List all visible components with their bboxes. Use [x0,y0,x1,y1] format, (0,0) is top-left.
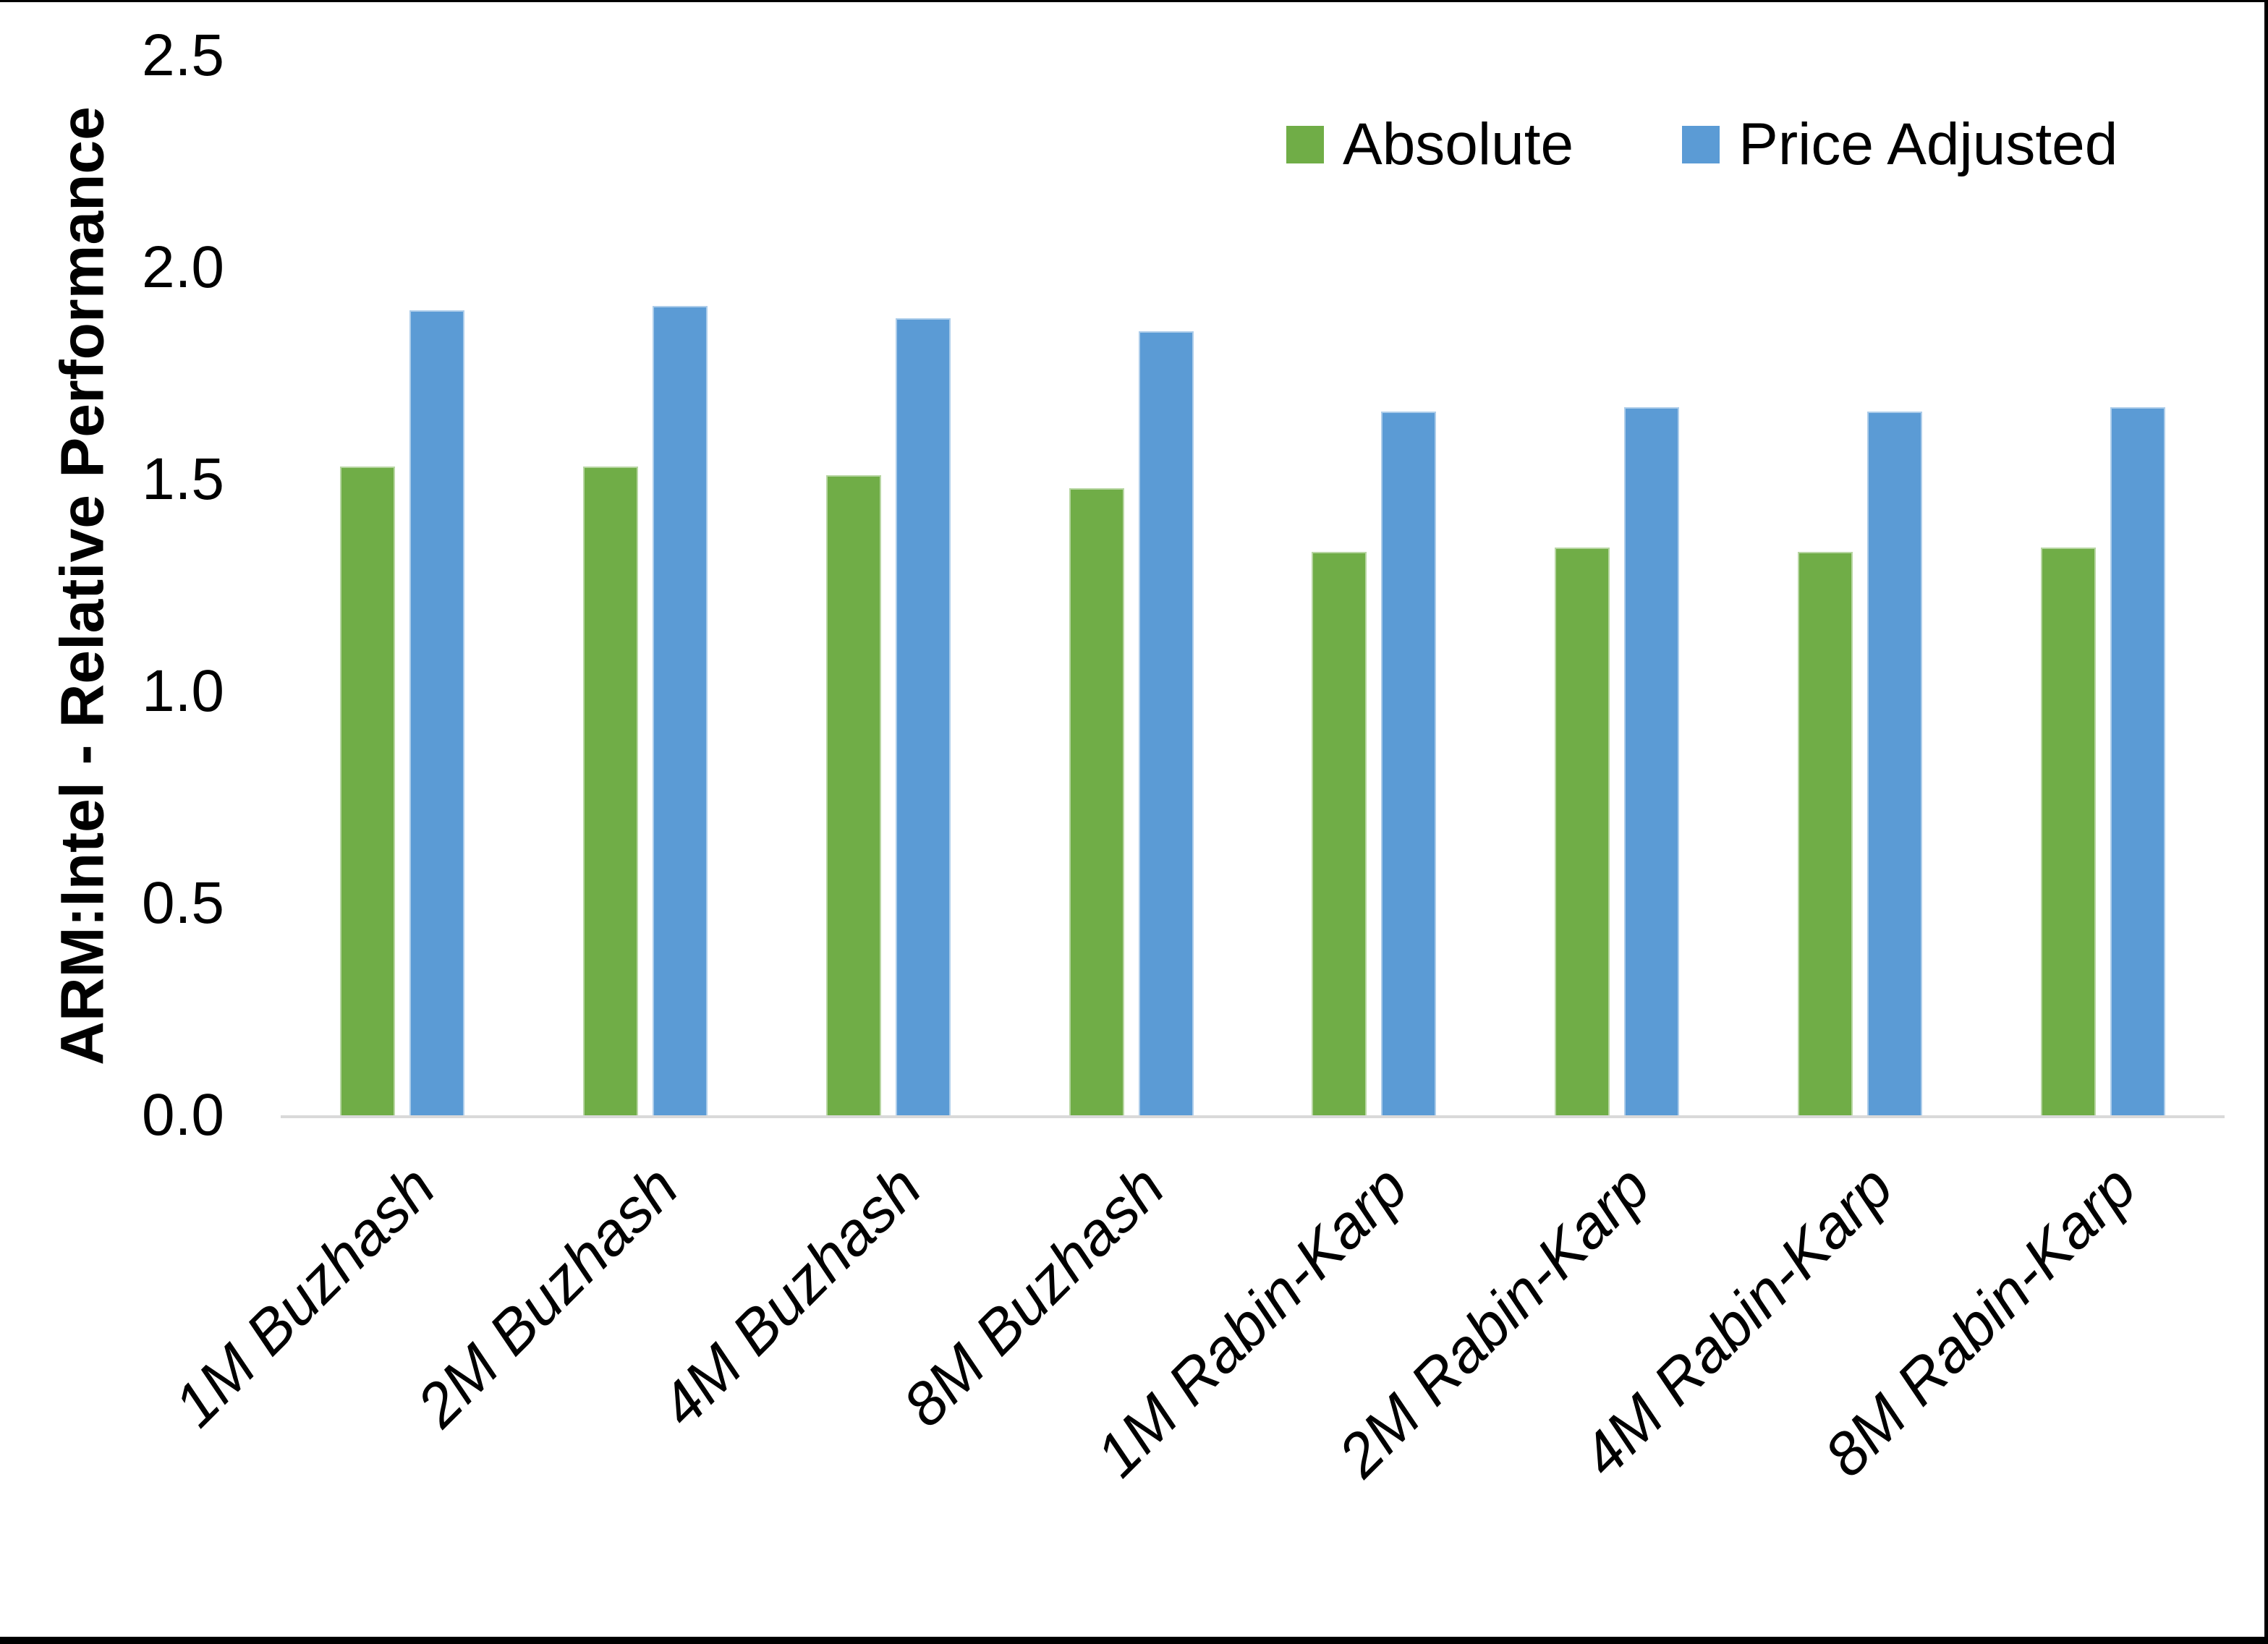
bar-absolute [1069,487,1124,1115]
bar-absolute [1312,551,1367,1115]
y-axis-tick-labels: 0.0 0.5 1.0 1.5 2.0 2.5 [65,26,224,1145]
legend-label-absolute: Absolute [1343,111,1574,177]
y-tick-label: 1.5 [142,446,224,512]
y-tick-label: 2.5 [142,22,224,88]
legend-swatch-price-adjusted [1682,126,1720,163]
y-tick-label: 1.0 [142,658,224,724]
bar-price-adjusted [1867,412,1923,1115]
category-group: 2M Buzhash [404,56,767,1439]
bar-price-adjusted [409,310,464,1115]
bar-price-adjusted [895,318,951,1115]
category-group: 1M Rabin-Karp [1082,56,1496,1489]
y-tick-label: 0.5 [142,870,224,936]
bar-absolute [825,475,881,1115]
bar-absolute [1555,547,1610,1115]
bar-absolute [2041,547,2097,1115]
bar-price-adjusted [1624,407,1680,1115]
bar-price-adjusted [652,305,708,1115]
y-tick-label: 0.0 [142,1082,224,1148]
bar-absolute [1798,551,1853,1115]
x-category-label: 4M Buzhash [646,1152,934,1440]
x-category-label: 1M Buzhash [161,1152,448,1440]
category-group: 4M Buzhash [647,56,1010,1439]
plot-area: 1M Buzhash 2M Buzhash 4M Buzhash 8M Buzhash… [161,56,2225,1489]
legend-label-price-adjusted: Price Adjusted [1738,111,2118,177]
bar-absolute [582,467,638,1115]
category-group: 2M Rabin-Karp [1325,56,1738,1489]
bar-absolute [339,467,395,1115]
bar-price-adjusted [2110,407,2166,1115]
legend-item-price-adjusted: Price Adjusted [1682,111,2118,179]
category-group: 4M Rabin-Karp [1568,56,1982,1489]
bar-price-adjusted [1138,331,1194,1115]
category-group: 8M Buzhash [890,56,1253,1439]
x-category-label: 2M Buzhash [404,1152,691,1440]
category-group: 1M Buzhash [161,56,524,1439]
legend-swatch-absolute [1286,126,1324,163]
category-group: 8M Rabin-Karp [1812,56,2225,1489]
legend: Absolute Price Adjusted [1286,111,2118,179]
legend-item-absolute: Absolute [1286,111,1573,179]
y-tick-label: 2.0 [142,234,224,300]
bar-price-adjusted [1381,412,1437,1115]
